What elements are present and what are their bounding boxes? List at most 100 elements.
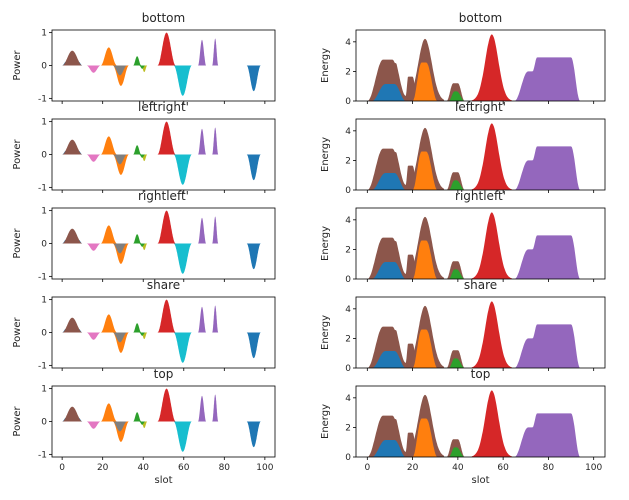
power-area-9 — [157, 388, 176, 422]
energy-area-red — [471, 123, 513, 190]
x-tick-label: 100 — [585, 463, 602, 473]
energy-area-green — [448, 447, 465, 457]
x-tick-label: 60 — [497, 463, 509, 473]
energy-area-orange — [412, 329, 438, 368]
axes-frame — [355, 29, 606, 102]
y-tick-label: 0 — [41, 418, 47, 428]
power-area-2 — [86, 154, 101, 162]
axes-frame — [355, 296, 606, 369]
power-area-13 — [246, 243, 261, 270]
power-area-11 — [198, 39, 207, 66]
power-area-13 — [246, 154, 261, 181]
y-axis-label: Energy — [320, 226, 331, 261]
y-tick-label: 4 — [345, 305, 351, 315]
power-area-8 — [139, 154, 146, 158]
power-area-3 — [100, 314, 117, 333]
axes-frame — [51, 118, 276, 191]
y-axis-label: Power — [12, 227, 23, 258]
y-tick-label: 1 — [41, 207, 47, 217]
power-area-1 — [62, 50, 83, 66]
power-area-2 — [86, 65, 101, 73]
energy-area-orange — [412, 62, 438, 101]
y-tick-label: 4 — [345, 394, 351, 404]
axes-frame — [51, 296, 276, 369]
power-area-5 — [112, 421, 127, 432]
subplot-title: leftright' — [138, 100, 189, 114]
y-tick-label: -1 — [38, 272, 47, 282]
subplot-title: top — [471, 367, 491, 381]
energy-area-red — [471, 34, 513, 101]
x-tick-label: 100 — [256, 463, 273, 473]
subplot-title: top — [154, 367, 174, 381]
subplot-leftright-energy: leftright' Energy 0 2 4 — [320, 100, 606, 196]
subplot-title: bottom — [142, 11, 185, 25]
y-tick-label: -1 — [38, 361, 47, 371]
axes-frame — [51, 207, 276, 280]
y-tick-label: -1 — [38, 450, 47, 460]
subplot-title: bottom — [459, 11, 502, 25]
x-axis-label: slot — [471, 475, 489, 486]
subplot-rightleft-energy: rightleft' Energy 0 2 4 — [320, 189, 606, 285]
y-tick-label: 0 — [41, 240, 47, 250]
subplot-share-energy: share Energy 0 2 4 — [320, 278, 606, 374]
power-area-3 — [100, 403, 117, 422]
power-area-10 — [173, 332, 192, 363]
y-axis-label: Power — [12, 49, 23, 80]
energy-area-green — [448, 180, 465, 190]
y-tick-label: 0 — [41, 151, 47, 161]
y-tick-label: 0 — [345, 453, 351, 463]
energy-area-purple — [514, 146, 581, 190]
power-area-10 — [173, 65, 192, 96]
power-area-3 — [100, 47, 117, 66]
y-tick-label: 0 — [345, 275, 351, 285]
power-area-5 — [112, 154, 127, 165]
x-tick-label: 0 — [59, 463, 65, 473]
power-area-2 — [86, 332, 101, 340]
y-tick-label: -1 — [38, 183, 47, 193]
power-area-12 — [212, 394, 219, 422]
energy-area-purple — [514, 235, 581, 279]
power-area-12 — [212, 305, 219, 333]
axes-frame — [355, 207, 606, 280]
y-tick-label: 0 — [41, 62, 47, 72]
x-tick-label: 20 — [97, 463, 109, 473]
x-tick-label: 20 — [407, 463, 419, 473]
subplot-rightleft-power: rightleft' Power -1 0 1 — [12, 189, 276, 282]
y-tick-label: 2 — [345, 156, 351, 166]
power-area-8 — [139, 243, 146, 247]
y-axis-label: Power — [12, 138, 23, 169]
energy-area-orange — [412, 240, 438, 279]
subplot-share-power: share Power -1 0 1 — [12, 278, 276, 371]
power-area-9 — [157, 299, 176, 333]
x-tick-label: 80 — [219, 463, 231, 473]
power-area-6 — [133, 145, 142, 155]
power-area-10 — [173, 421, 192, 452]
energy-area-red — [471, 301, 513, 368]
y-tick-label: 0 — [345, 186, 351, 196]
power-area-1 — [62, 139, 83, 155]
subplot-title: leftright' — [455, 100, 506, 114]
y-tick-label: 0 — [345, 364, 351, 374]
energy-area-blue — [371, 262, 406, 279]
axes-frame — [355, 385, 606, 458]
power-area-1 — [62, 317, 83, 333]
power-area-10 — [173, 154, 192, 185]
y-tick-label: 4 — [345, 38, 351, 48]
subplot-title: share — [464, 278, 497, 292]
power-area-2 — [86, 243, 101, 251]
power-area-5 — [112, 243, 127, 254]
x-tick-label: 60 — [178, 463, 190, 473]
power-area-11 — [198, 128, 207, 155]
power-area-12 — [212, 216, 219, 244]
power-area-8 — [139, 421, 146, 425]
power-area-2 — [86, 421, 101, 429]
y-tick-label: 2 — [345, 245, 351, 255]
y-tick-label: 1 — [41, 296, 47, 306]
energy-area-green — [448, 358, 465, 368]
power-area-9 — [157, 121, 176, 155]
y-tick-label: 2 — [345, 334, 351, 344]
y-tick-label: 1 — [41, 29, 47, 39]
x-tick-label: 40 — [138, 463, 150, 473]
